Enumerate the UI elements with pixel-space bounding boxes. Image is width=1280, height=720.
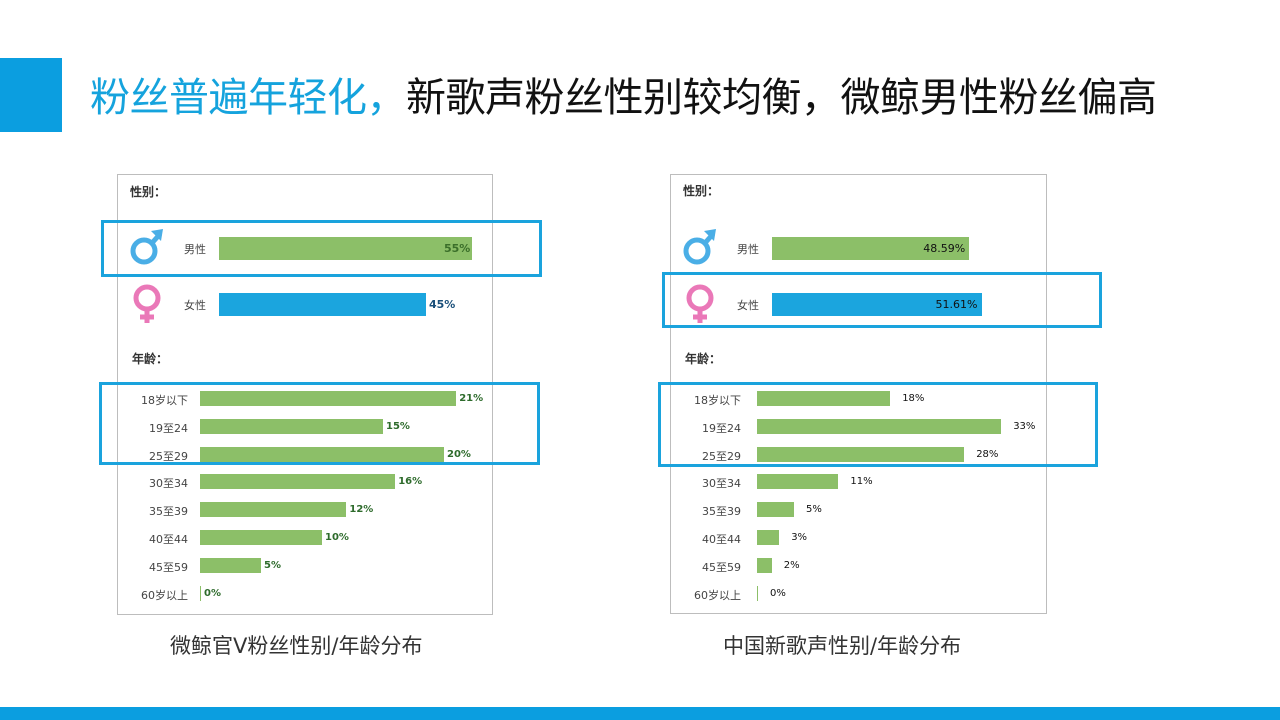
page-title: 粉丝普遍年轻化，新歌声粉丝性别较均衡，微鲸男性粉丝偏高 bbox=[90, 72, 1157, 124]
age-bar bbox=[200, 585, 201, 601]
age-bar bbox=[757, 418, 1002, 434]
age-value-label: 12% bbox=[349, 504, 374, 516]
age-value-label: 20% bbox=[447, 448, 471, 460]
gender-value-label: 51.61% bbox=[935, 298, 978, 311]
age-value-label: 2% bbox=[783, 559, 800, 571]
gender-value-label: 55% bbox=[444, 242, 471, 255]
age-label: 45至59 bbox=[702, 560, 741, 574]
gender-section-label: 性别： bbox=[130, 185, 167, 199]
age-label: 60岁以上 bbox=[694, 588, 741, 602]
age-bar bbox=[200, 418, 383, 434]
gender-value-label: 45% bbox=[429, 298, 456, 311]
age-label: 25至29 bbox=[149, 449, 188, 463]
gender-bar bbox=[219, 293, 426, 316]
male-symbol-icon bbox=[683, 227, 717, 271]
title-rest: 新歌声粉丝性别较均衡，微鲸男性粉丝偏高 bbox=[406, 75, 1157, 121]
age-value-label: 33% bbox=[1013, 420, 1036, 432]
age-bar bbox=[200, 446, 444, 462]
gender-bar bbox=[772, 237, 970, 260]
age-highlight-box-left bbox=[99, 382, 540, 465]
female-symbol-icon bbox=[130, 283, 164, 329]
age-value-label: 18% bbox=[902, 393, 925, 404]
age-value-label: 3% bbox=[791, 532, 808, 543]
age-section-label: 年龄： bbox=[685, 352, 722, 366]
age-value-label: 0% bbox=[204, 587, 221, 599]
age-section-label: 年龄： bbox=[132, 352, 169, 366]
age-bar bbox=[757, 474, 839, 490]
age-bar bbox=[757, 585, 758, 601]
age-bar bbox=[200, 391, 457, 406]
age-label: 30至34 bbox=[149, 477, 188, 491]
gender-label: 男性 bbox=[737, 243, 759, 256]
age-label: 40至44 bbox=[702, 533, 741, 546]
age-label: 35至39 bbox=[702, 505, 741, 519]
age-value-label: 28% bbox=[976, 448, 999, 460]
chart-caption-right: 中国新歌声性别/年龄分布 bbox=[723, 634, 962, 658]
age-value-label: 10% bbox=[325, 532, 349, 543]
age-label: 18岁以下 bbox=[694, 394, 741, 407]
age-label: 25至29 bbox=[702, 449, 741, 463]
age-value-label: 0% bbox=[770, 587, 786, 599]
age-label: 35至39 bbox=[149, 505, 188, 519]
age-value-label: 11% bbox=[850, 476, 873, 488]
age-label: 60岁以上 bbox=[141, 588, 188, 602]
title-accent-block bbox=[0, 58, 62, 132]
female-highlight-box-right bbox=[662, 272, 1102, 328]
age-value-label: 5% bbox=[806, 504, 822, 516]
age-label: 40至44 bbox=[149, 533, 188, 546]
age-value-label: 5% bbox=[264, 559, 281, 571]
gender-section-label: 性别： bbox=[683, 184, 720, 198]
female-symbol-icon bbox=[683, 283, 717, 329]
age-bar bbox=[757, 530, 780, 545]
title-highlight: 粉丝普遍年轻化， bbox=[90, 75, 407, 121]
age-highlight-box-right bbox=[658, 382, 1098, 467]
gender-label: 女性 bbox=[184, 299, 206, 312]
age-label: 18岁以下 bbox=[141, 394, 188, 407]
footer-accent-bar bbox=[0, 707, 1280, 720]
male-highlight-box-left bbox=[101, 220, 542, 277]
age-value-label: 16% bbox=[398, 476, 423, 488]
age-bar bbox=[757, 446, 965, 462]
age-value-label: 21% bbox=[459, 393, 484, 404]
chart-caption-left: 微鲸官V粉丝性别/年龄分布 bbox=[170, 634, 423, 658]
age-label: 19至24 bbox=[149, 421, 188, 435]
gender-bar bbox=[772, 293, 982, 316]
age-label: 19至24 bbox=[702, 421, 741, 435]
male-symbol-icon bbox=[130, 227, 164, 271]
weijing-chart-panel: 性别： 年龄： 男性 55% 女性 45% 18岁以下 21% 19至24 15% 25至29 2… bbox=[117, 174, 493, 615]
age-bar bbox=[200, 530, 322, 545]
age-label: 30至34 bbox=[702, 477, 741, 491]
gender-label: 女性 bbox=[737, 299, 759, 312]
age-label: 45至59 bbox=[149, 560, 188, 574]
age-bar bbox=[757, 557, 772, 573]
gender-bar bbox=[219, 237, 472, 260]
gender-value-label: 48.59% bbox=[923, 242, 966, 255]
gender-label: 男性 bbox=[184, 243, 206, 256]
age-bar bbox=[200, 474, 396, 490]
age-value-label: 15% bbox=[386, 420, 410, 432]
age-bar bbox=[757, 391, 891, 406]
age-bar bbox=[757, 502, 794, 518]
age-bar bbox=[200, 557, 261, 573]
voice-china-chart-panel: 性别： 年龄： 男性 48.59% 女性 51.61% 18岁以下 18% 19至24 33%… bbox=[670, 174, 1047, 614]
age-bar bbox=[200, 502, 347, 518]
